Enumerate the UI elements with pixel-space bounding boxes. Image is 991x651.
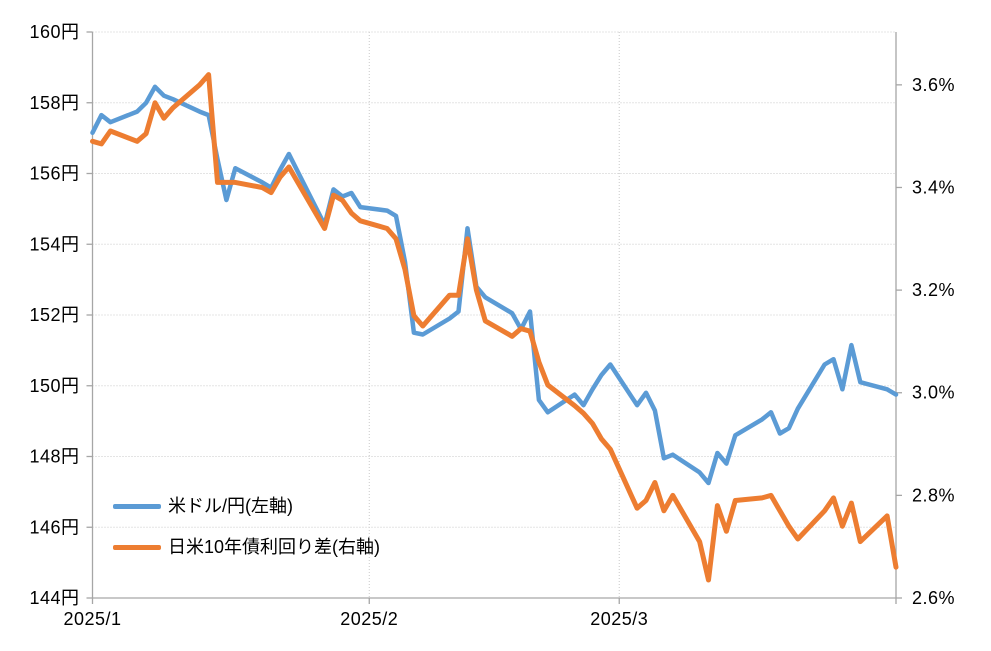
x-axis-tick-label: 2025/3	[590, 609, 648, 629]
y-left-tick-label: 154円	[29, 234, 79, 254]
series-line-yield-spread	[90, 72, 899, 583]
legend-label-yield-spread: 日米10年債利回り差(右軸)	[168, 537, 381, 557]
y-left-tick-label: 152円	[29, 305, 79, 325]
chart-legend: 米ドル/円(左軸) 日米10年債利回り差(右軸)	[113, 494, 380, 576]
legend-swatch-yield-spread	[113, 544, 161, 550]
y-right-tick-label: 3.0%	[912, 383, 955, 403]
y-left-tick-label: 144円	[29, 588, 79, 608]
x-axis-tick-label: 2025/2	[340, 609, 398, 629]
legend-swatch-usdjpy	[113, 503, 161, 509]
y-right-tick-label: 3.4%	[912, 177, 955, 197]
y-left-tick-label: 150円	[29, 376, 79, 396]
legend-item-yield-spread: 日米10年債利回り差(右軸)	[113, 535, 380, 559]
y-right-tick-label: 2.6%	[912, 588, 955, 608]
y-left-tick-label: 158円	[29, 93, 79, 113]
y-left-tick-label: 146円	[29, 517, 79, 537]
legend-label-usdjpy: 米ドル/円(左軸)	[168, 496, 293, 516]
y-right-tick-label: 2.8%	[912, 485, 955, 505]
y-left-tick-label: 160円	[29, 22, 79, 42]
series-line-usd-jpy	[90, 84, 899, 486]
y-right-tick-label: 3.6%	[912, 75, 955, 95]
y-right-tick-label: 3.2%	[912, 280, 955, 300]
y-left-tick-label: 156円	[29, 164, 79, 184]
legend-item-usdjpy: 米ドル/円(左軸)	[113, 494, 380, 518]
x-axis-tick-label: 2025/1	[63, 609, 121, 629]
y-left-tick-label: 148円	[29, 447, 79, 467]
